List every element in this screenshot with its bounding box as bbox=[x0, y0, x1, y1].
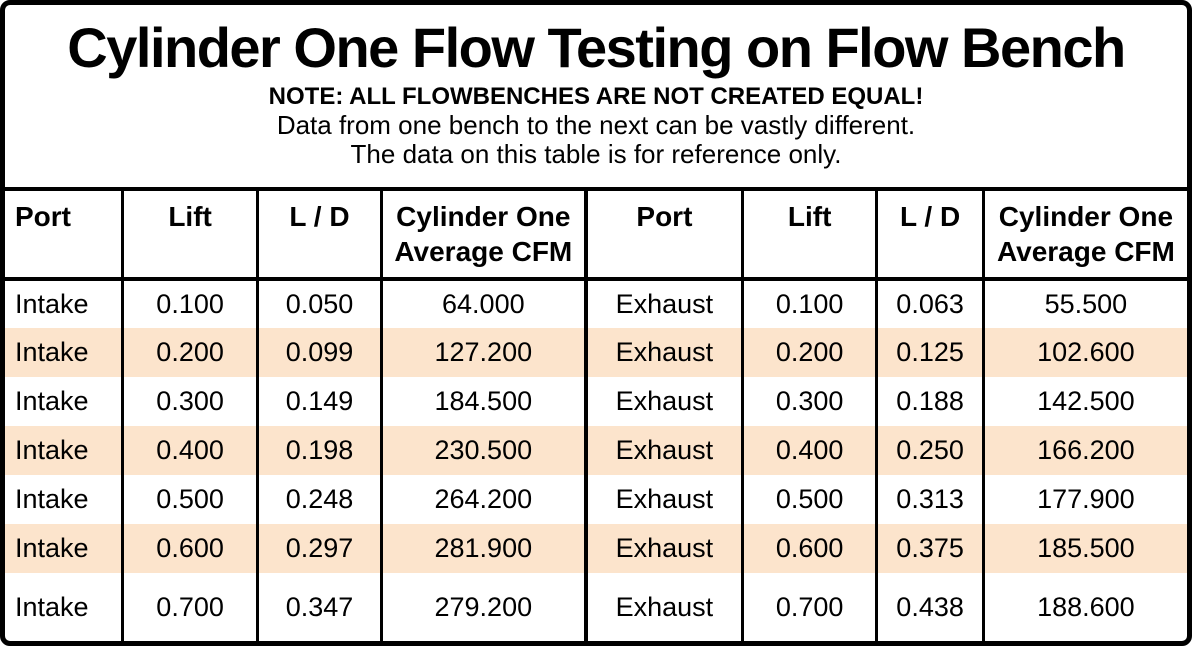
header-lift-intake: Lift bbox=[122, 191, 260, 279]
port-cell: Intake bbox=[5, 279, 124, 328]
lift-cell: 0.300 bbox=[742, 377, 879, 426]
cfm-cell: 279.200 bbox=[381, 573, 588, 641]
cfm-cell: 188.600 bbox=[1037, 591, 1135, 622]
port-cell: Intake bbox=[5, 426, 124, 475]
table-row: Intake 0.100 0.050 64.000 Exhaust 0.100 0.063 5… bbox=[5, 279, 1187, 328]
lift-cell: 0.100 bbox=[122, 279, 260, 328]
header-ld-exhaust: L / D bbox=[876, 191, 985, 279]
ld-cell: 0.347 bbox=[257, 573, 383, 641]
header-lift-exhaust: Lift bbox=[742, 191, 879, 279]
lift-cell: 0.200 bbox=[122, 328, 260, 377]
ld-cell: 0.063 bbox=[876, 279, 985, 328]
lift-cell: 0.200 bbox=[742, 328, 879, 377]
cfm-cell: 177.900 bbox=[1037, 484, 1135, 514]
cfm-cell: 55.500 bbox=[1044, 289, 1128, 319]
cfm-cell: 185.500 bbox=[1037, 533, 1135, 563]
port-cell: Exhaust bbox=[585, 524, 744, 573]
table-row: Intake 0.700 0.347 279.200 Exhaust 0.700 0.438… bbox=[5, 573, 1187, 641]
port-cell: Exhaust bbox=[585, 328, 744, 377]
header-row: Port Lift L / D Cylinder One Average CFM… bbox=[5, 191, 1187, 279]
table-row: Intake 0.200 0.099 127.200 Exhaust 0.200 0.125… bbox=[5, 328, 1187, 377]
cfm-cell: 184.500 bbox=[381, 377, 588, 426]
lift-cell: 0.500 bbox=[122, 475, 260, 524]
port-cell: Intake bbox=[5, 475, 124, 524]
ld-cell: 0.375 bbox=[876, 524, 985, 573]
cfm-cell: 281.900 bbox=[381, 524, 588, 573]
port-cell: Exhaust bbox=[585, 426, 744, 475]
cfm-cell: 230.500 bbox=[381, 426, 588, 475]
note-line-3: The data on this table is for reference … bbox=[350, 139, 842, 170]
cfm-cell: 127.200 bbox=[381, 328, 588, 377]
header-cfm-exhaust: Cylinder One Average CFM bbox=[996, 201, 1175, 267]
lift-cell: 0.500 bbox=[742, 475, 879, 524]
ld-cell: 0.248 bbox=[257, 475, 383, 524]
header-ld-intake: L / D bbox=[257, 191, 383, 279]
cfm-cell: 264.200 bbox=[381, 475, 588, 524]
cfm-cell: 102.600 bbox=[1037, 337, 1135, 367]
table-row: Intake 0.500 0.248 264.200 Exhaust 0.500 0.313… bbox=[5, 475, 1187, 524]
lift-cell: 0.600 bbox=[742, 524, 879, 573]
page-title: Cylinder One Flow Testing on Flow Bench bbox=[67, 16, 1126, 79]
port-cell: Intake bbox=[5, 377, 124, 426]
table-row: Intake 0.300 0.149 184.500 Exhaust 0.300 0.188… bbox=[5, 377, 1187, 426]
lift-cell: 0.400 bbox=[742, 426, 879, 475]
flow-data-table: Port Lift L / D Cylinder One Average CFM… bbox=[5, 191, 1187, 641]
table-row: Intake 0.600 0.297 281.900 Exhaust 0.600 0.375… bbox=[5, 524, 1187, 573]
port-cell: Exhaust bbox=[585, 377, 744, 426]
ld-cell: 0.188 bbox=[876, 377, 985, 426]
table-row: Intake 0.400 0.198 230.500 Exhaust 0.400 0.250… bbox=[5, 426, 1187, 475]
ld-cell: 0.438 bbox=[876, 573, 985, 641]
port-cell: Exhaust bbox=[585, 475, 744, 524]
ld-cell: 0.149 bbox=[257, 377, 383, 426]
lift-cell: 0.300 bbox=[122, 377, 260, 426]
lift-cell: 0.700 bbox=[742, 573, 879, 641]
ld-cell: 0.125 bbox=[876, 328, 985, 377]
port-cell: Intake bbox=[5, 573, 124, 641]
cfm-cell: 166.200 bbox=[1037, 435, 1135, 465]
port-cell: Exhaust bbox=[585, 279, 744, 328]
header-cfm-intake: Cylinder One Average CFM bbox=[381, 191, 588, 279]
ld-cell: 0.099 bbox=[257, 328, 383, 377]
ld-cell: 0.250 bbox=[876, 426, 985, 475]
lift-cell: 0.600 bbox=[122, 524, 260, 573]
cfm-cell: 64.000 bbox=[381, 279, 588, 328]
ld-cell: 0.050 bbox=[257, 279, 383, 328]
note-headline: NOTE: ALL FLOWBENCHES ARE NOT CREATED EQ… bbox=[268, 82, 924, 110]
note-line-2: Data from one bench to the next can be v… bbox=[276, 109, 916, 140]
lift-cell: 0.100 bbox=[742, 279, 879, 328]
port-cell: Exhaust bbox=[585, 573, 744, 641]
lift-cell: 0.700 bbox=[122, 573, 260, 641]
header-port-exhaust: Port bbox=[585, 191, 744, 279]
ld-cell: 0.313 bbox=[876, 475, 985, 524]
ld-cell: 0.297 bbox=[257, 524, 383, 573]
port-cell: Intake bbox=[5, 328, 124, 377]
port-cell: Intake bbox=[5, 524, 124, 573]
header-port-intake: Port bbox=[5, 191, 124, 279]
title-block: Cylinder One Flow Testing on Flow Bench … bbox=[5, 5, 1187, 191]
ld-cell: 0.198 bbox=[257, 426, 383, 475]
table-header: Port Lift L / D Cylinder One Average CFM… bbox=[5, 191, 1187, 279]
lift-cell: 0.400 bbox=[122, 426, 260, 475]
flow-table-body: Intake 0.100 0.050 64.000 Exhaust 0.100 0.063 5… bbox=[5, 279, 1187, 641]
cfm-cell: 142.500 bbox=[1037, 386, 1135, 416]
